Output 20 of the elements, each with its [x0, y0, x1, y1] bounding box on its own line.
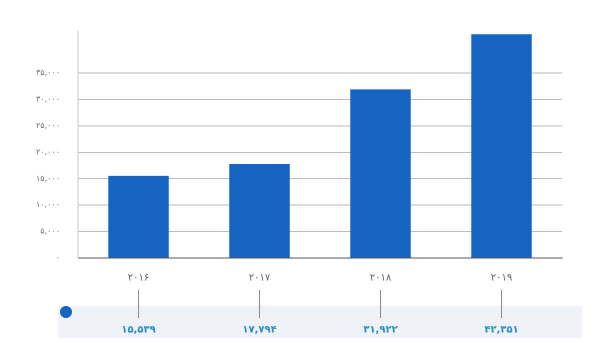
y-tick-label: ۲۰,۰۰۰ [36, 147, 60, 156]
y-tick-label: ۵,۰۰۰ [40, 226, 60, 236]
y-tick-label: ۳۵,۰۰۰ [36, 68, 60, 78]
data-label: ۱۷,۷۹۴ [242, 324, 277, 336]
x-tick-label: ۲۰۱۸ [370, 272, 392, 284]
bar [471, 34, 532, 258]
y-tick-label: ۲۵,۰۰۰ [36, 120, 60, 130]
bar [229, 164, 290, 258]
bar [350, 89, 411, 258]
bar [108, 176, 169, 258]
y-tick-label: ۱۵,۰۰۰ [36, 174, 60, 183]
x-tick-label: ۲۰۱۷ [248, 272, 271, 284]
y-tick-label: ۰ [56, 253, 60, 262]
data-label: ۱۵,۵۳۹ [121, 324, 156, 336]
data-label: ۴۲,۳۵۱ [484, 324, 519, 336]
data-label: ۳۱,۹۲۲ [363, 324, 398, 336]
x-tick-label: ۲۰۱۹ [490, 272, 512, 284]
x-tick-label: ۲۰۱۶ [128, 272, 150, 284]
y-tick-label: ۳۰,۰۰۰ [36, 94, 60, 104]
y-tick-label: ۱۰,۰۰۰ [36, 200, 60, 210]
